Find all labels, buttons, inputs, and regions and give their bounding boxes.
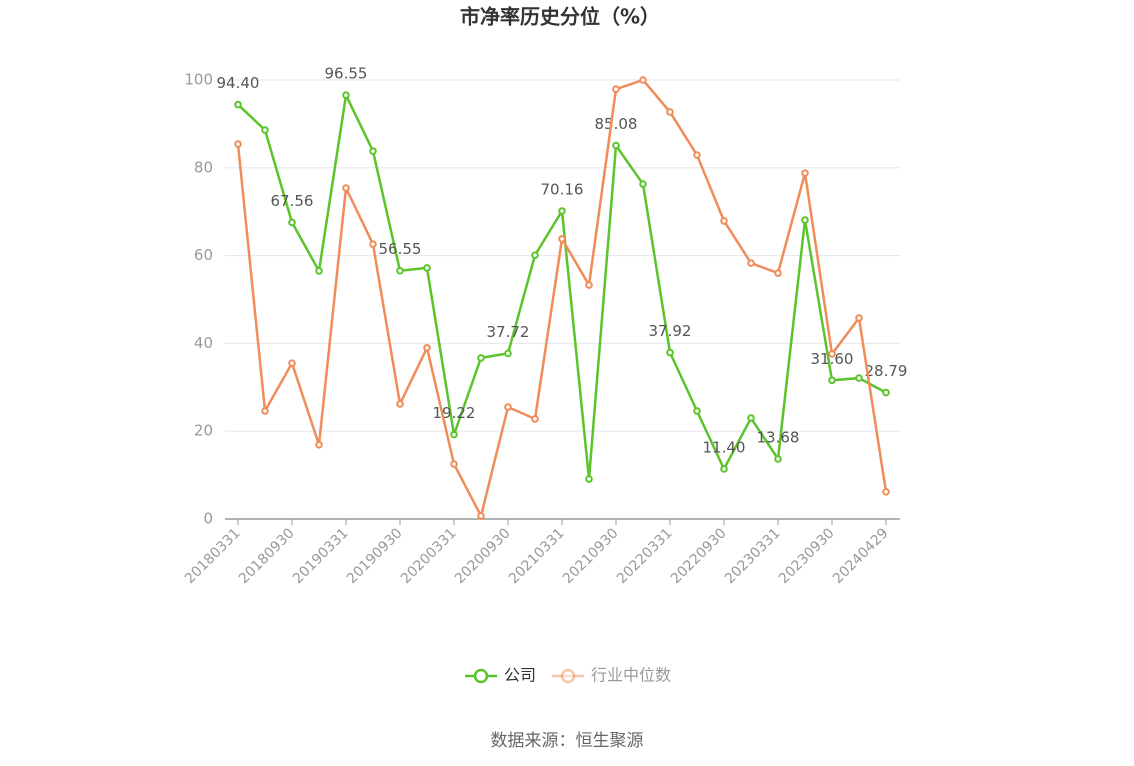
data-point — [720, 217, 728, 225]
y-tick-label: 100 — [184, 71, 213, 89]
legend-label: 行业中位数 — [591, 666, 671, 685]
data-label: 56.55 — [379, 240, 422, 258]
data-point — [288, 359, 296, 367]
data-point — [234, 100, 242, 109]
source: 数据来源：恒生聚源 — [491, 731, 644, 751]
data-label: 28.79 — [865, 362, 908, 380]
data-point — [828, 350, 836, 358]
data-label: 94.40 — [217, 74, 260, 92]
y-tick-label: 0 — [203, 510, 213, 528]
data-point — [801, 169, 809, 177]
x-tick-label: 20240429 — [830, 525, 892, 587]
data-point — [882, 487, 890, 496]
data-label: 70.16 — [541, 180, 584, 198]
x-tick-label: 20180331 — [182, 525, 244, 587]
data-point — [693, 151, 701, 159]
data-point — [558, 207, 566, 215]
x-tick-label: 20210331 — [506, 525, 568, 587]
x-tick-label: 20190930 — [344, 525, 406, 587]
legend-marker — [560, 668, 576, 684]
data-point — [639, 180, 647, 188]
data-point — [612, 141, 620, 150]
data-point — [666, 108, 674, 116]
x-tick-label: 20180930 — [236, 525, 298, 587]
data-label: 13.68 — [757, 428, 800, 446]
data-point — [369, 147, 377, 155]
data-point — [720, 465, 728, 473]
data-point — [774, 269, 782, 277]
x-tick-label: 20220331 — [614, 525, 676, 587]
data-point — [450, 430, 458, 439]
data-point — [558, 235, 566, 243]
data-point — [261, 407, 269, 415]
data-label: 67.56 — [271, 192, 314, 210]
x-tick-label: 20200331 — [398, 525, 460, 587]
y-tick-label: 80 — [194, 158, 213, 176]
x-tick-label: 20230331 — [722, 525, 784, 587]
data-point — [342, 184, 350, 192]
data-point — [369, 240, 377, 248]
x-tick-label: 20190331 — [290, 525, 352, 587]
data-point — [828, 376, 836, 385]
data-point — [585, 475, 593, 483]
data-point — [693, 407, 701, 415]
data-label: 37.92 — [649, 322, 692, 340]
data-point — [477, 354, 485, 362]
data-point — [315, 267, 323, 275]
x-tick-label: 20230930 — [776, 525, 838, 587]
legend-marker — [473, 668, 489, 684]
data-point — [477, 512, 485, 520]
data-point — [774, 455, 782, 463]
data-point — [747, 414, 755, 422]
data-label: 19.22 — [433, 404, 476, 422]
series-line — [236, 78, 888, 520]
y-tick-label: 20 — [194, 422, 213, 440]
data-label: 11.40 — [703, 438, 746, 456]
data-point — [855, 314, 863, 322]
chart-title: 市净率历史分位（%） — [460, 5, 660, 29]
data-label: 85.08 — [595, 115, 638, 133]
data-label: 96.55 — [325, 65, 368, 83]
data-point — [288, 218, 296, 227]
data-point — [801, 216, 809, 224]
data-point — [612, 85, 620, 94]
data-point — [639, 76, 647, 84]
data-point — [531, 251, 539, 259]
x-tick-label: 20210930 — [560, 525, 622, 587]
data-point — [747, 259, 755, 267]
data-point — [531, 415, 539, 423]
data-label: 31.60 — [811, 350, 854, 368]
data-point — [504, 403, 512, 411]
y-tick-label: 60 — [194, 246, 213, 264]
data-point — [423, 343, 431, 352]
data-point — [396, 266, 404, 275]
x-tick-label: 20220930 — [668, 525, 730, 587]
x-tick-label: 20200930 — [452, 525, 514, 587]
data-point — [450, 460, 458, 468]
data-point — [315, 441, 323, 449]
data-point — [423, 264, 431, 272]
data-point — [504, 349, 512, 358]
data-point — [396, 400, 404, 408]
legend-label: 公司 — [504, 666, 536, 685]
data-point — [666, 348, 674, 357]
data-point — [261, 126, 269, 134]
data-point — [585, 281, 593, 289]
data-point — [342, 91, 350, 99]
y-tick-label: 40 — [194, 334, 213, 352]
data-label: 37.72 — [487, 323, 530, 341]
data-point — [882, 388, 890, 397]
data-point — [234, 140, 242, 148]
data-point — [855, 374, 863, 382]
